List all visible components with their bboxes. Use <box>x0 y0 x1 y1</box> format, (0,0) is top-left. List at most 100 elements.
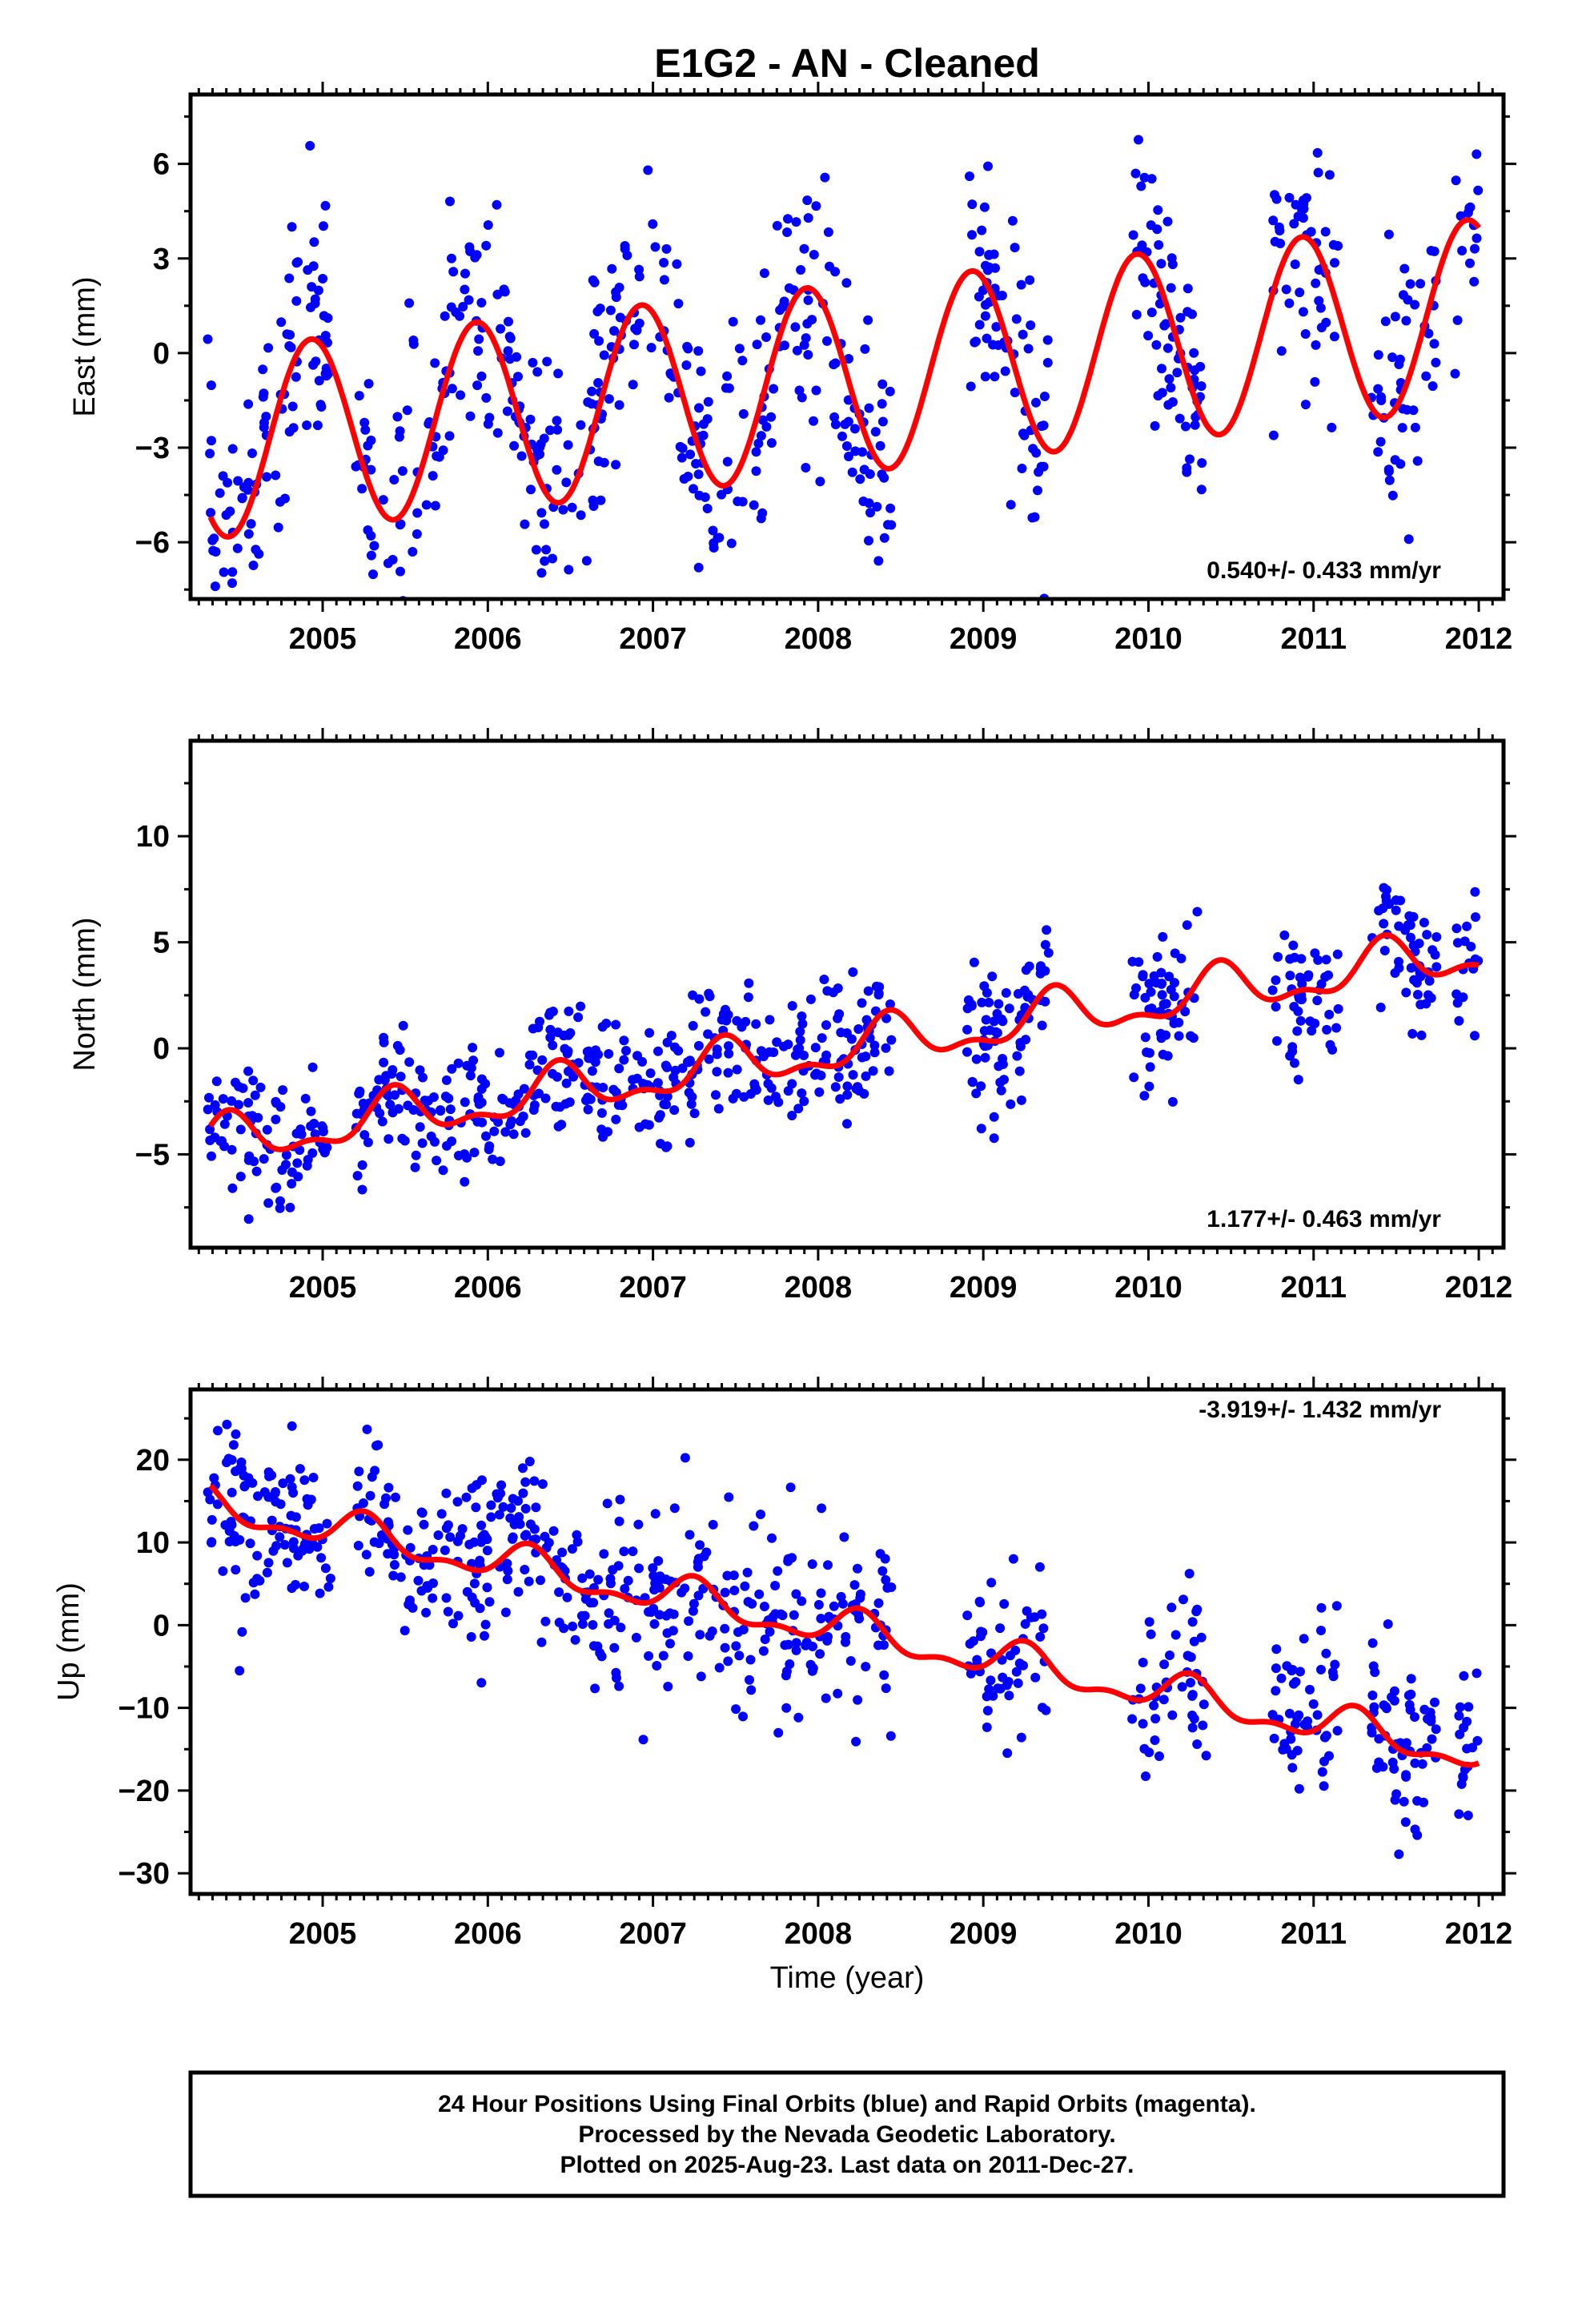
north-point <box>484 1141 495 1152</box>
east-point <box>1185 454 1195 464</box>
up-point <box>1271 1663 1281 1674</box>
east-point <box>769 384 779 394</box>
up-point <box>1406 1674 1416 1684</box>
north-point <box>1182 920 1192 931</box>
up-point <box>602 1498 612 1509</box>
up-point <box>1426 1716 1436 1727</box>
north-point <box>1466 942 1476 951</box>
east-point <box>997 291 1007 300</box>
up-point <box>570 1634 580 1645</box>
up-point <box>520 1477 531 1487</box>
north-point <box>1408 911 1419 922</box>
north-point <box>772 1037 782 1047</box>
north-point <box>377 1116 387 1127</box>
east-point <box>258 392 268 402</box>
east-point <box>552 424 563 435</box>
east-point <box>803 350 813 360</box>
up-points <box>203 1419 1483 1860</box>
north-point <box>259 1154 269 1164</box>
up-point <box>494 1510 504 1520</box>
east-point <box>213 746 223 755</box>
north-x-tick-label: 2005 <box>289 1271 357 1305</box>
north-y-tick-label: 5 <box>153 927 170 960</box>
north-point <box>976 1124 986 1134</box>
north-point <box>799 1050 809 1060</box>
east-point <box>1033 485 1042 496</box>
east-point <box>628 380 638 390</box>
east-point <box>465 411 476 421</box>
north-point <box>1138 971 1148 982</box>
up-point <box>695 1630 705 1640</box>
east-point <box>685 449 696 460</box>
east-y-tick-label: 3 <box>153 243 170 276</box>
up-point <box>480 1630 489 1641</box>
up-point <box>861 1662 871 1672</box>
up-point <box>614 1516 624 1526</box>
east-point <box>540 556 550 566</box>
north-point <box>984 997 994 1007</box>
north-point <box>977 997 987 1007</box>
north-point <box>994 1061 1004 1072</box>
east-point <box>696 366 706 376</box>
east-point <box>1167 259 1178 270</box>
up-point <box>1391 1789 1402 1799</box>
east-point <box>440 311 450 321</box>
east-point <box>1431 357 1441 368</box>
north-point <box>833 1013 843 1023</box>
east-point <box>1380 316 1391 327</box>
north-point <box>992 1027 1002 1038</box>
north-point <box>684 1088 694 1098</box>
east-point <box>1006 500 1016 510</box>
up-point <box>428 1593 438 1603</box>
east-y-tick-label: −6 <box>135 526 170 560</box>
up-point <box>1196 1632 1207 1642</box>
up-point <box>656 1574 667 1584</box>
north-point <box>400 1136 410 1146</box>
up-point <box>353 1541 363 1550</box>
north-point <box>528 1105 539 1115</box>
up-point <box>1177 1682 1187 1692</box>
up-point <box>529 1524 540 1534</box>
up-point <box>1368 1661 1379 1671</box>
up-point <box>623 1575 633 1586</box>
up-point <box>275 1532 285 1542</box>
north-point <box>1325 1039 1335 1050</box>
up-point <box>1020 1618 1030 1629</box>
east-point <box>1018 428 1028 439</box>
up-point <box>881 1574 891 1585</box>
east-point <box>1018 329 1028 340</box>
north-point <box>756 1046 766 1056</box>
east-point <box>535 442 545 452</box>
up-point <box>836 1591 846 1602</box>
east-point <box>589 277 600 287</box>
north-point <box>744 978 754 988</box>
east-point <box>1387 490 1398 501</box>
up-point <box>588 1620 598 1630</box>
east-point <box>503 346 513 356</box>
east-point <box>531 545 541 555</box>
east-point <box>1398 404 1408 414</box>
east-point <box>432 451 442 461</box>
up-point <box>633 1519 644 1530</box>
up-point <box>245 1538 255 1549</box>
up-point <box>1321 1648 1331 1659</box>
north-point <box>854 1086 865 1096</box>
up-point <box>376 1530 387 1540</box>
up-point <box>693 1590 704 1601</box>
north-point <box>1471 912 1480 923</box>
north-point <box>548 1040 558 1051</box>
north-point <box>217 1136 227 1146</box>
north-point <box>638 1079 648 1089</box>
north-point <box>713 1104 724 1114</box>
east-point <box>447 253 456 263</box>
up-point <box>484 1597 495 1607</box>
east-point <box>885 503 896 513</box>
north-point <box>766 1083 777 1093</box>
east-point <box>456 390 466 400</box>
north-point <box>1134 957 1144 967</box>
north-point <box>601 1019 612 1028</box>
east-point <box>1042 335 1053 345</box>
east-point <box>1315 303 1326 313</box>
east-point <box>796 265 806 275</box>
up-point <box>554 1618 564 1627</box>
